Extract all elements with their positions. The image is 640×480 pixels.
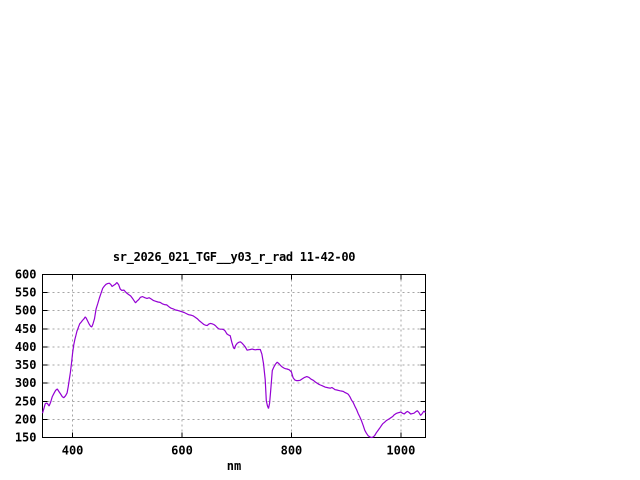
y-tick-label: 600: [15, 268, 37, 282]
y-tick-label: 300: [15, 376, 37, 390]
x-tick-label: 800: [281, 444, 303, 458]
y-tick-label: 400: [15, 340, 37, 354]
chart-title: sr_2026_021_TGF__y03_r_rad 11-42-00: [112, 250, 356, 264]
y-tick-label: 500: [15, 304, 37, 318]
x-tick-label: 1000: [386, 444, 415, 458]
y-tick-label: 450: [15, 322, 37, 336]
spectrum-curve: [41, 282, 426, 439]
x-axis-label: nm: [226, 459, 242, 473]
x-tick-label: 600: [171, 444, 193, 458]
x-tick-label: 400: [62, 444, 84, 458]
y-tick-label: 150: [15, 431, 37, 445]
y-tick-label: 350: [15, 358, 37, 372]
y-tick-label: 200: [15, 412, 37, 426]
y-tick-label: 250: [15, 394, 37, 408]
y-tick-label: 550: [15, 286, 37, 300]
plot-border: [42, 274, 426, 438]
